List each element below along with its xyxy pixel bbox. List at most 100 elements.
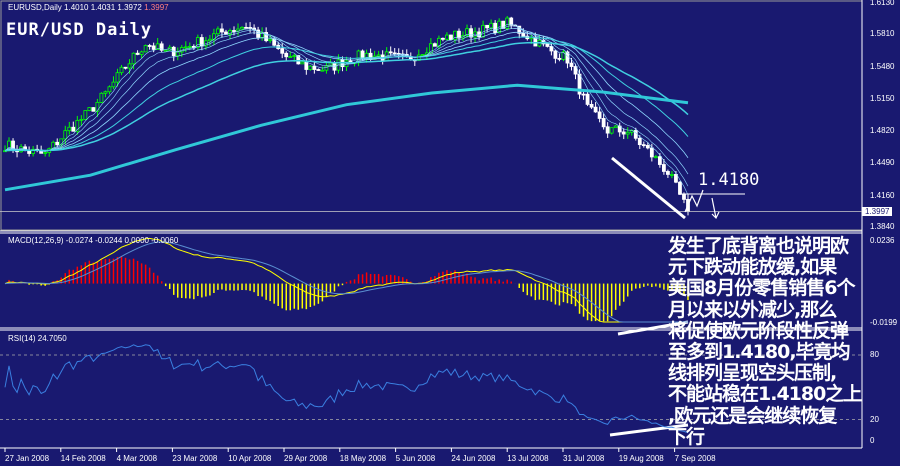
candle-body (300, 61, 305, 65)
candle-body (264, 32, 269, 42)
ohlc-values: 1.4010 1.4031 1.3972 (64, 3, 142, 12)
candle-body (445, 34, 449, 40)
projection-arrow (684, 189, 720, 220)
candle-body (545, 43, 550, 47)
note-line: 线排列呈现空头压制, (668, 362, 837, 385)
candle-body (147, 45, 152, 47)
note-line: 不能站稳在1.4180之上 (668, 383, 862, 406)
date-axis-label: 31 Jul 2008 (563, 454, 605, 463)
long-moving-average-line (4, 83, 689, 192)
candle-body (312, 65, 317, 70)
candle-body (228, 30, 232, 35)
candle-body (143, 45, 148, 53)
candle-body (601, 118, 606, 128)
date-axis-label: 27 Jan 2008 (5, 454, 50, 463)
candle-body (103, 91, 108, 94)
candle-body (641, 144, 646, 147)
candle-body (633, 130, 638, 139)
candle-body (159, 43, 164, 51)
price-axis-label: 1.3840 (870, 222, 895, 231)
moving-average-line (4, 31, 689, 158)
candle-body (43, 152, 48, 154)
price-axis-label: 1.5150 (870, 93, 895, 103)
macd-divergence-line (617, 320, 689, 336)
candle-body (441, 37, 445, 40)
candle-body (649, 147, 654, 158)
candle-body (288, 56, 293, 58)
price-axis-label: 1.4820 (870, 126, 895, 136)
candle-body (653, 156, 658, 159)
candle-body (284, 52, 289, 58)
candle-body (657, 156, 662, 165)
candle-body (489, 22, 494, 29)
candle-body (481, 24, 486, 38)
signal-line (4, 241, 688, 323)
rsi-axis-label: 0 (870, 436, 875, 445)
candle-body (119, 66, 124, 74)
date-axis-label: 14 Feb 2008 (60, 454, 106, 463)
price-axis-label: 1.4490 (870, 158, 895, 168)
candle-body (155, 43, 160, 50)
candle-body (324, 65, 329, 71)
candle-body (135, 52, 140, 55)
candle-body (175, 51, 180, 57)
candle-body (453, 30, 457, 40)
candle-body (83, 110, 88, 120)
candle-body (437, 37, 441, 47)
candle-body (645, 144, 650, 149)
symbol-header: EURUSD,Daily 1.4010 1.4031 1.3972 1.3997 (8, 3, 169, 12)
chart-title: EUR/USD Daily (6, 20, 153, 40)
date-axis-label: 23 Mar 2008 (172, 454, 218, 463)
macd-title: MACD(12,26,9) -0.0274 -0.0244 0.0000 -0.… (8, 236, 179, 245)
candle-body (469, 28, 473, 38)
candle-body (216, 28, 220, 35)
candle-body (151, 45, 156, 50)
candle-body (509, 17, 514, 26)
moving-average-line (4, 36, 689, 152)
moving-average-line (4, 25, 689, 187)
candle-body (111, 81, 116, 88)
candle-body (328, 62, 333, 67)
note-line: 月以来以外减少,那么 (668, 298, 837, 321)
date-axis-label: 7 Sep 2008 (674, 454, 716, 463)
candle-body (593, 106, 598, 113)
candle-body (561, 51, 566, 60)
candle-body (505, 17, 510, 29)
candle-body (107, 86, 112, 93)
candle-body (268, 38, 273, 42)
note-line: 美国8月份零售销售6个 (668, 277, 855, 300)
rsi-axis-label: 80 (870, 350, 879, 359)
candle-body (304, 61, 309, 70)
moving-average-line (4, 41, 689, 152)
note-line: 下行 (668, 425, 705, 448)
candle-body (674, 174, 678, 183)
candle-body (67, 126, 72, 132)
note-line: 至多到1.4180,毕竟均 (668, 341, 851, 364)
candle-body (625, 131, 630, 135)
analysis-note: 发生了底背离也说明欧 元下跌动能放缓,如果 美国8月份零售销售6个 月以来以外减少,那… (668, 235, 862, 448)
candle-body (244, 26, 248, 29)
candle-body (465, 28, 469, 36)
candle-body (71, 126, 76, 132)
candle-body (637, 137, 642, 146)
candle-body (63, 130, 68, 140)
candle-body (308, 65, 313, 70)
note-line: 元下跌动能放缓,如果 (668, 256, 837, 279)
trend-line (611, 156, 686, 220)
candles (3, 15, 690, 216)
candle-body (320, 69, 325, 72)
candle-body (236, 28, 240, 32)
candle-body (589, 104, 594, 108)
candle-body (127, 63, 132, 69)
candle-body (557, 57, 562, 60)
date-axis-label: 13 Jul 2008 (507, 454, 549, 463)
note-line: 将促使欧元阶段性反弹 (668, 319, 849, 342)
rsi-axis-label: 20 (870, 414, 879, 424)
candle-body (115, 72, 120, 83)
rsi-title: RSI(14) 24.7050 (8, 334, 67, 343)
candle-body (123, 66, 128, 69)
candle-body (376, 54, 381, 57)
candle-body (296, 55, 301, 65)
